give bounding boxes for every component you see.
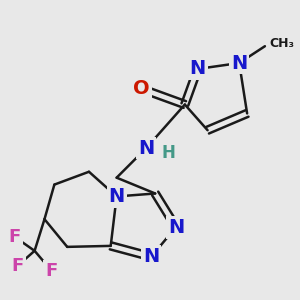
Text: O: O [133,79,150,98]
Text: N: N [168,218,184,237]
Text: F: F [45,262,58,280]
Text: N: N [109,187,125,206]
Text: CH₃: CH₃ [270,37,295,50]
Text: F: F [9,228,21,246]
Text: N: N [138,139,154,158]
Text: N: N [143,247,159,266]
Text: F: F [12,257,24,275]
Text: N: N [190,59,206,78]
Text: H: H [161,144,175,162]
Text: N: N [231,53,247,73]
